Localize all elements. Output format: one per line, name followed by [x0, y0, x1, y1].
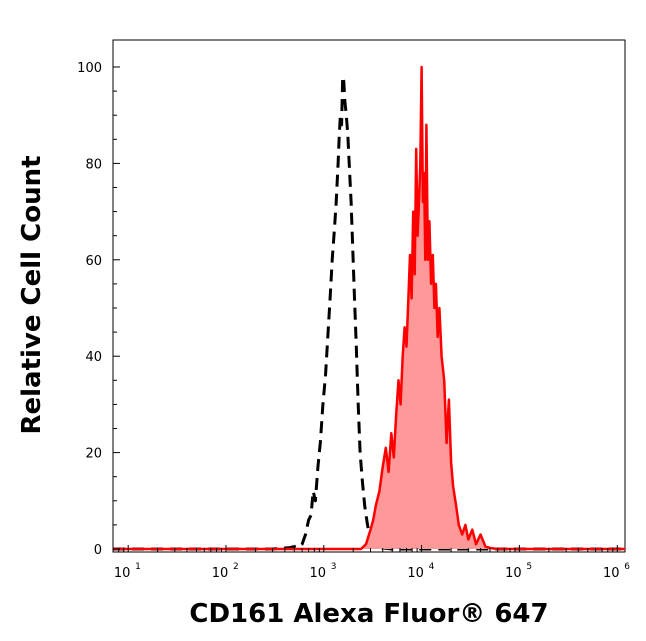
- x-tick-exponent: 2: [233, 562, 239, 572]
- x-tick-label: 10: [603, 566, 620, 581]
- y-tick-label: 0: [94, 543, 102, 558]
- x-tick-label: 10: [310, 566, 327, 581]
- x-tick-exponent: 1: [135, 562, 141, 572]
- x-tick-exponent: 6: [624, 562, 630, 572]
- x-tick-label: 10: [114, 566, 131, 581]
- x-axis: 10 1 10 2 10 3 10 4 10 5 10 6: [112, 545, 630, 581]
- y-axis: 0 20 40 60 80 100: [77, 61, 120, 558]
- y-tick-label: 40: [85, 350, 102, 365]
- series-layer: [113, 65, 625, 551]
- y-axis-title: Relative Cell Count: [17, 155, 47, 434]
- x-tick-exponent: 4: [429, 562, 435, 572]
- y-tick-label: 20: [85, 447, 102, 462]
- series-0-line: [113, 75, 625, 551]
- plot-frame: [112, 39, 626, 553]
- x-tick-exponent: 3: [331, 562, 337, 572]
- y-tick-label: 80: [85, 157, 102, 172]
- y-tick-label: 60: [85, 254, 102, 269]
- series-1-line: [113, 65, 625, 551]
- x-tick-label: 10: [212, 566, 229, 581]
- x-axis-title: CD161 Alexa Fluor® 647: [189, 599, 548, 629]
- x-tick-label: 10: [407, 566, 424, 581]
- x-tick-exponent: 5: [526, 562, 532, 572]
- series-1-fill: [113, 67, 625, 549]
- x-tick-label: 10: [505, 566, 522, 581]
- y-tick-label: 100: [77, 61, 102, 76]
